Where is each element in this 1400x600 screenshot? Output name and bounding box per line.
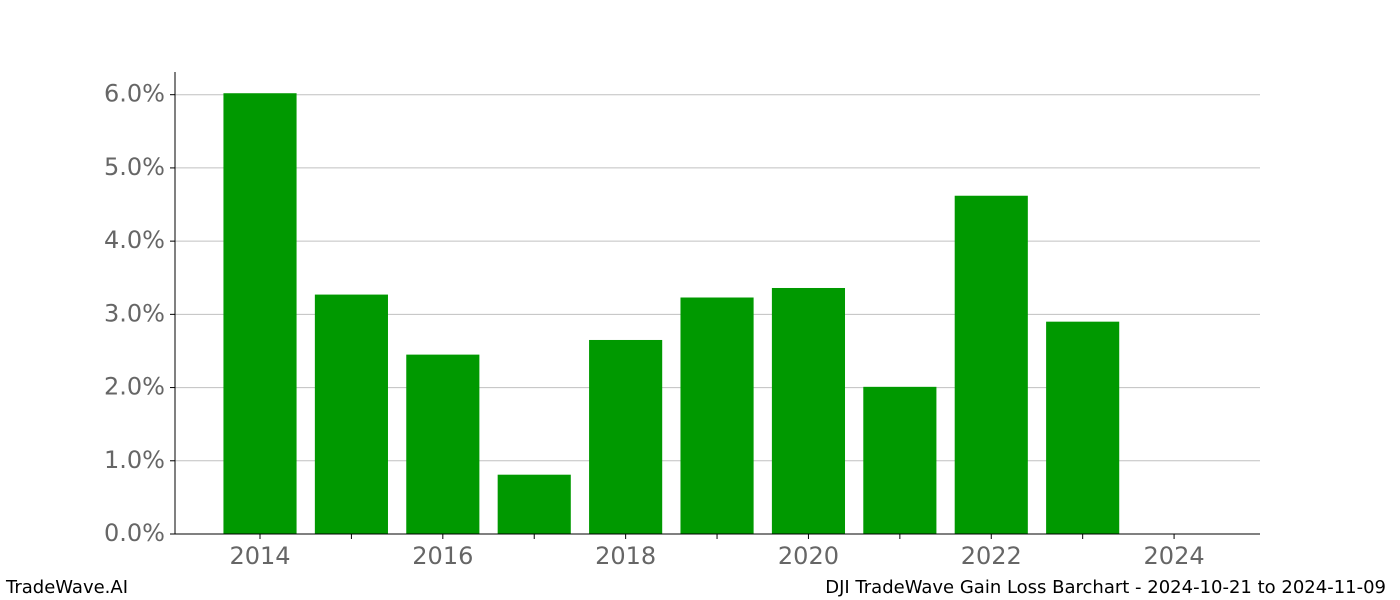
- bar: [1046, 321, 1120, 534]
- bar: [954, 195, 1028, 534]
- x-tick-label: 2018: [595, 542, 656, 570]
- chart-title: DJI TradeWave Gain Loss Barchart - 2024-…: [825, 577, 1386, 598]
- x-tick-label: 2016: [412, 542, 473, 570]
- bar: [223, 93, 297, 534]
- bar: [680, 297, 754, 534]
- bar: [406, 354, 480, 534]
- y-tick-label: 6.0%: [104, 80, 165, 108]
- bar: [771, 287, 846, 534]
- x-tick-label: 2022: [961, 542, 1022, 570]
- y-tick-label: 1.0%: [104, 446, 165, 474]
- bar: [863, 386, 937, 534]
- y-tick-label: 0.0%: [104, 519, 165, 547]
- x-tick-label: 2020: [778, 542, 839, 570]
- y-tick-label: 2.0%: [104, 373, 165, 401]
- watermark: TradeWave.AI: [5, 577, 128, 598]
- bar: [314, 294, 388, 534]
- x-tick-label: 2024: [1144, 542, 1205, 570]
- x-tick-label: 2014: [229, 542, 290, 570]
- y-tick-label: 5.0%: [104, 153, 165, 181]
- y-tick-label: 4.0%: [104, 226, 165, 254]
- y-tick-label: 3.0%: [104, 299, 165, 327]
- bar: [589, 339, 663, 534]
- bar: [497, 474, 571, 534]
